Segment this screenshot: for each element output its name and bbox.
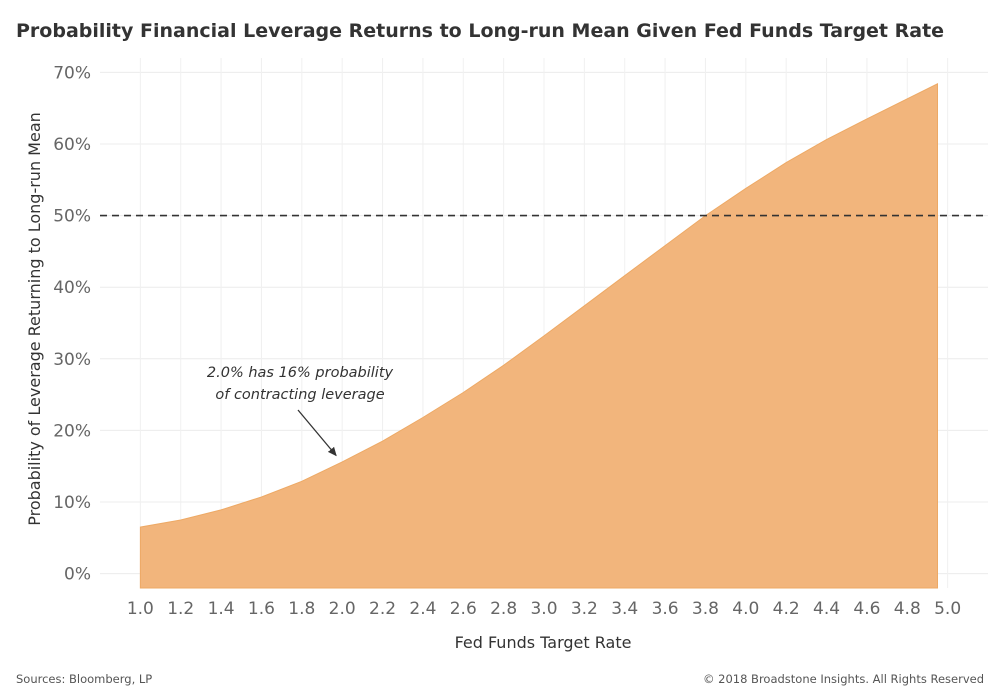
x-tick-label: 1.4 (208, 599, 235, 619)
x-tick-label: 1.8 (288, 599, 315, 619)
y-tick-label: 60% (53, 135, 91, 155)
y-axis-title: Probability of Leverage Returning to Lon… (25, 112, 44, 526)
annotation-line-1: 2.0% has 16% probability (207, 365, 394, 381)
y-tick-label: 50% (53, 207, 91, 227)
y-tick-label: 30% (53, 350, 91, 370)
x-tick-label: 3.4 (611, 599, 638, 619)
x-tick-label: 4.8 (894, 599, 921, 619)
x-tick-label: 3.2 (571, 599, 598, 619)
annotation-line-2: of contracting leverage (215, 387, 384, 403)
y-tick-label: 0% (64, 565, 91, 585)
x-tick-label: 3.6 (652, 599, 679, 619)
x-tick-label: 2.4 (409, 599, 436, 619)
x-tick-label: 4.4 (813, 599, 840, 619)
y-tick-label: 40% (53, 278, 91, 298)
x-tick-label: 1.0 (127, 599, 154, 619)
x-tick-label: 2.2 (369, 599, 396, 619)
copyright-note: © 2018 Broadstone Insights. All Rights R… (702, 672, 984, 686)
x-tick-label: 2.6 (450, 599, 477, 619)
x-tick-label: 4.0 (732, 599, 759, 619)
chart-title: Probability Financial Leverage Returns t… (16, 20, 945, 42)
x-tick-label: 1.2 (167, 599, 194, 619)
probability-area (139, 82, 938, 589)
x-tick-label: 2.8 (490, 599, 517, 619)
source-note: Sources: Bloomberg, LP (16, 672, 153, 686)
x-tick-label: 4.2 (773, 599, 800, 619)
x-tick-label: 3.0 (530, 599, 557, 619)
y-tick-label: 20% (53, 421, 91, 441)
y-tick-label: 70% (53, 63, 91, 83)
x-tick-label: 1.6 (248, 599, 275, 619)
x-tick-label: 3.8 (692, 599, 719, 619)
x-tick-label: 4.6 (853, 599, 880, 619)
x-axis-title: Fed Funds Target Rate (455, 633, 632, 652)
y-tick-label: 10% (53, 493, 91, 513)
annotation-arrow (297, 409, 337, 457)
x-tick-label: 5.0 (934, 599, 961, 619)
x-tick-label: 2.0 (329, 599, 356, 619)
